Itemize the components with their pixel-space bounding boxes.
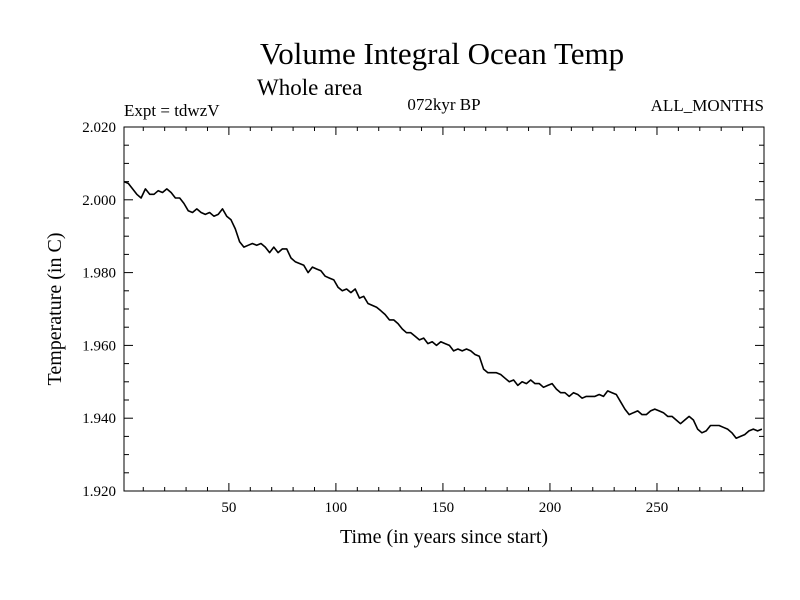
x-tick-label: 250 — [646, 500, 669, 516]
months-annotation: ALL_MONTHS — [651, 96, 764, 115]
temperature-series-line — [123, 180, 763, 440]
y-tick-label: 2.000 — [82, 193, 116, 209]
y-axis-label: Temperature (in C) — [44, 233, 66, 386]
plot-frame — [123, 126, 765, 492]
y-tick-label: 1.960 — [82, 338, 116, 354]
period-annotation: 072kyr BP — [407, 95, 480, 114]
experiment-annotation: Expt = tdwzV — [124, 101, 220, 120]
chart-subtitle: Whole area — [257, 75, 362, 100]
x-tick-label: 100 — [325, 500, 348, 516]
x-tick-label: 200 — [539, 500, 562, 516]
y-tick-label: 1.940 — [82, 411, 116, 427]
y-tick-label: 1.920 — [82, 484, 116, 500]
plot-area: 50 100 150 200 250 1.920 1.940 1.960 1.980 2.000 2… — [82, 120, 765, 516]
y-tick-label: 2.020 — [82, 120, 116, 136]
x-tick-label: 50 — [221, 500, 236, 516]
x-tick-label: 150 — [432, 500, 455, 516]
chart-title: Volume Integral Ocean Temp — [260, 36, 624, 71]
y-tick-label: 1.980 — [82, 266, 116, 282]
x-axis-label: Time (in years since start) — [340, 526, 548, 548]
